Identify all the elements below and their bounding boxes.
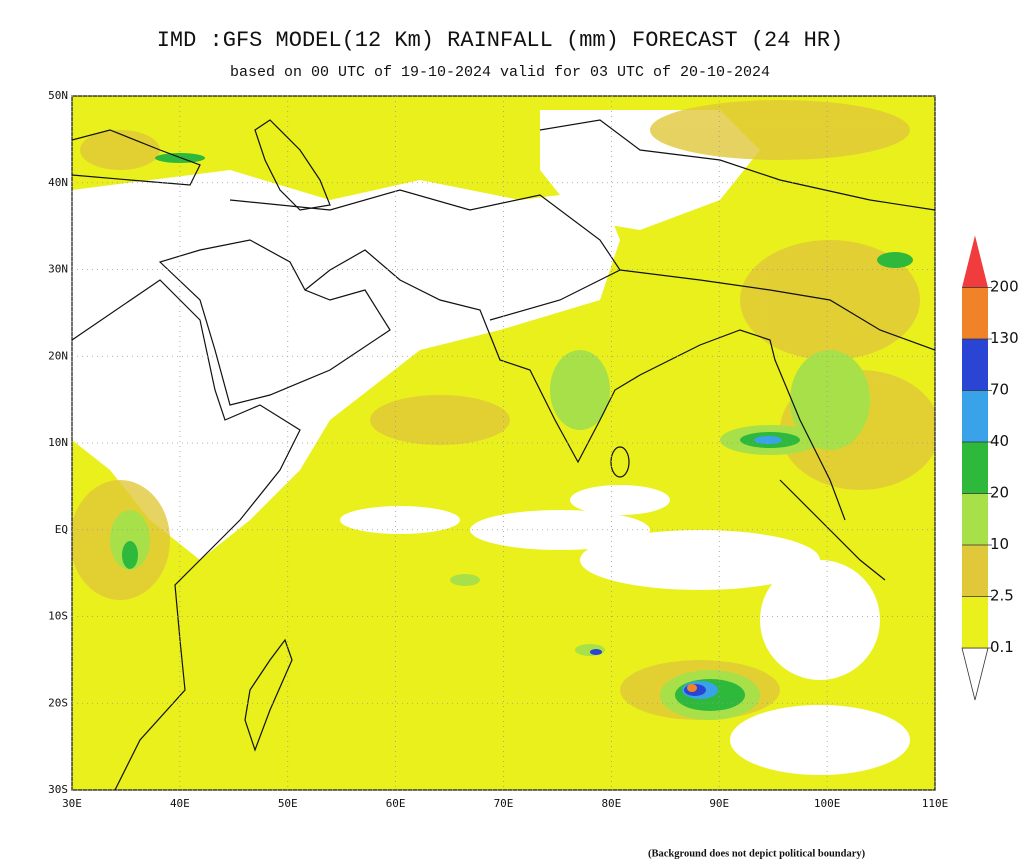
lon-tick-label: 110E [922,797,949,810]
colorbar-band [962,596,988,648]
lat-tick-label: 40N [48,176,68,189]
coastlines [72,119,935,790]
lat-tick-label: 20S [48,696,68,709]
lon-tick-label: 40E [170,797,190,810]
footer-note: (Background does not depict political bo… [648,848,866,859]
colorbar-label: 70 [990,381,1009,399]
colorbar-band [962,287,988,339]
lat-tick-label: 20N [48,349,68,362]
colorbar-band [962,442,988,494]
colorbar-label: 20 [990,484,1009,502]
colorbar-band [962,390,988,442]
colorbar-label: 200 [990,278,1019,296]
colorbar-label: 0.1 [990,638,1014,656]
lat-tick-label: 50N [48,89,68,102]
colorbar-label: 2.5 [990,587,1014,605]
lon-tick-label: 90E [709,797,729,810]
lat-tick-label: 30N [48,263,68,276]
colorbar-band [962,545,988,597]
colorbar-label: 40 [990,432,1009,450]
lat-tick-label: 30S [48,783,68,796]
map-title: IMD :GFS MODEL(12 Km) RAINFALL (mm) FORE… [157,28,844,53]
colorbar-band [962,339,988,391]
lon-tick-label: 30E [62,797,82,810]
colorbar-upper [962,235,988,288]
lat-tick-label: 10S [48,610,68,623]
colorbar-label: 10 [990,535,1009,553]
colorbar-band [962,493,988,545]
lon-tick-label: 80E [601,797,621,810]
peak-rain [687,684,697,692]
lon-tick-label: 60E [386,797,406,810]
lon-tick-label: 50E [278,797,298,810]
map-subtitle: based on 00 UTC of 19-10-2024 valid for … [230,64,770,81]
rain-field [72,96,935,790]
lon-tick-label: 100E [814,797,841,810]
lat-tick-label: 10N [48,436,68,449]
lat-tick-label: EQ [55,523,68,536]
lon-tick-label: 70E [494,797,514,810]
colorbar-label: 130 [990,329,1019,347]
colorbar-lower [961,647,989,701]
